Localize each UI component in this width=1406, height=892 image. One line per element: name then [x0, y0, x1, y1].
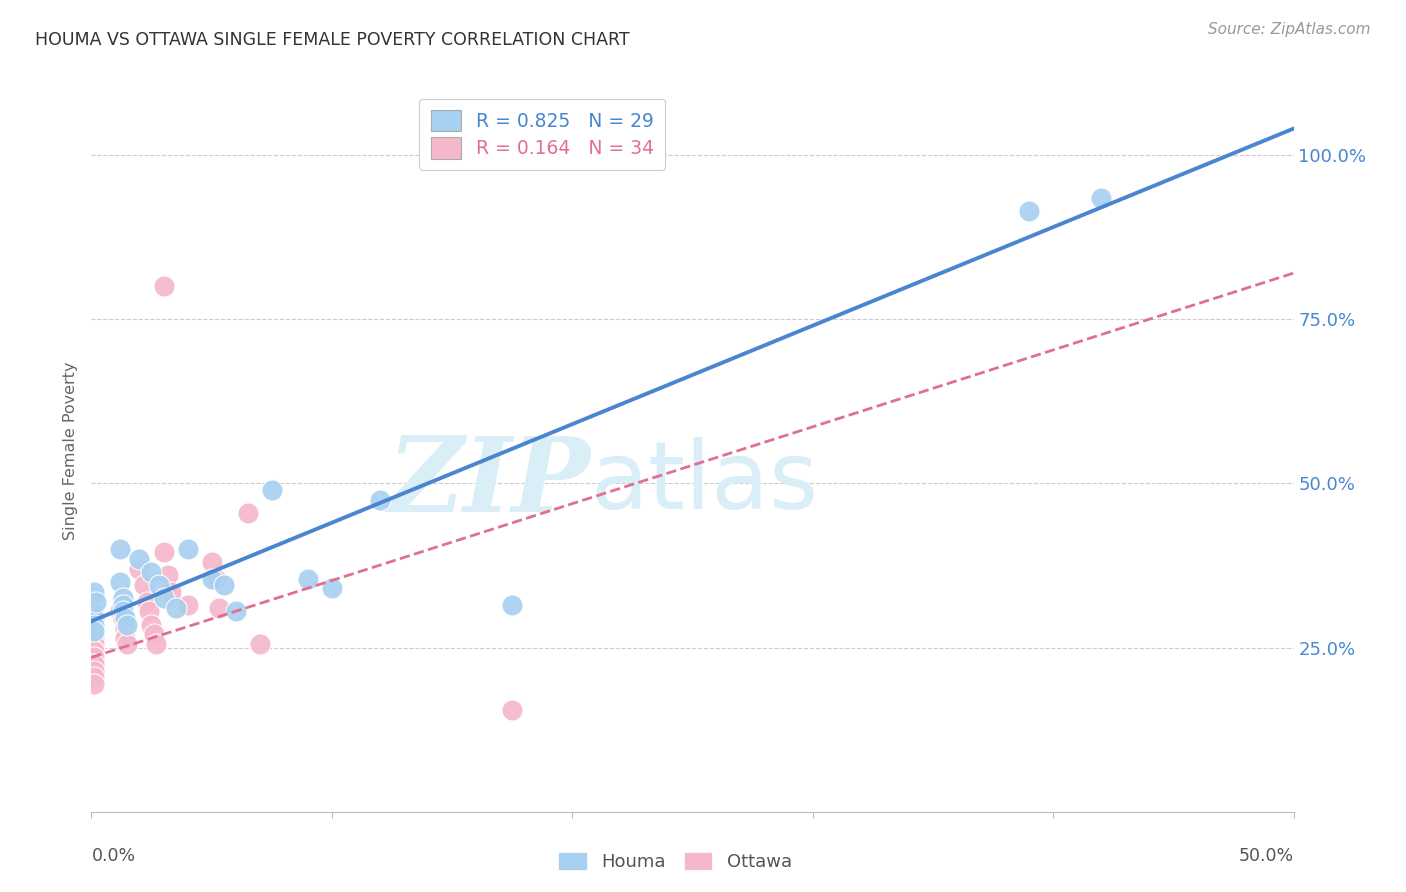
Point [159, 584, 181, 599]
Point [111, 598, 134, 612]
Point [142, 627, 165, 641]
Text: ZIP: ZIP [387, 433, 591, 533]
Point [145, 637, 167, 651]
Point [201, 555, 224, 569]
Point [212, 578, 235, 592]
Point [83, 617, 105, 632]
Point [501, 598, 523, 612]
Point [114, 621, 136, 635]
Point [1090, 191, 1112, 205]
Point [152, 279, 174, 293]
Point [83, 637, 105, 651]
Point [110, 604, 132, 618]
Point [110, 541, 132, 556]
Point [201, 572, 224, 586]
Point [83, 617, 105, 632]
Point [83, 676, 105, 690]
Point [157, 568, 180, 582]
Point [114, 631, 136, 645]
Point [83, 670, 105, 684]
Text: Source: ZipAtlas.com: Source: ZipAtlas.com [1208, 22, 1371, 37]
Point [111, 611, 134, 625]
Point [83, 657, 105, 671]
Point [110, 574, 132, 589]
Point [135, 594, 157, 608]
Point [152, 545, 174, 559]
Point [83, 644, 105, 658]
Text: atlas: atlas [591, 437, 818, 529]
Point [83, 624, 105, 639]
Point [138, 604, 160, 618]
Point [128, 551, 150, 566]
Point [83, 611, 105, 625]
Point [83, 611, 105, 625]
Y-axis label: Single Female Poverty: Single Female Poverty [63, 361, 79, 540]
Point [225, 604, 247, 618]
Point [148, 578, 170, 592]
Point [152, 591, 174, 606]
Point [111, 591, 134, 606]
Point [1018, 203, 1040, 218]
Point [297, 572, 319, 586]
Point [165, 601, 187, 615]
Point [83, 650, 105, 665]
Point [134, 578, 156, 592]
Point [501, 703, 523, 717]
Point [83, 631, 105, 645]
Point [236, 506, 259, 520]
Point [249, 637, 271, 651]
Legend: R = 0.825   N = 29, R = 0.164   N = 34: R = 0.825 N = 29, R = 0.164 N = 34 [419, 99, 665, 170]
Point [114, 611, 136, 625]
Point [111, 604, 134, 618]
Text: HOUMA VS OTTAWA SINGLE FEMALE POVERTY CORRELATION CHART: HOUMA VS OTTAWA SINGLE FEMALE POVERTY CO… [35, 31, 630, 49]
Text: 50.0%: 50.0% [1239, 847, 1294, 865]
Point [117, 617, 139, 632]
Point [83, 607, 105, 622]
Point [117, 637, 139, 651]
Point [141, 617, 163, 632]
Legend: Houma, Ottawa: Houma, Ottawa [551, 845, 799, 879]
Point [141, 565, 163, 579]
Point [83, 664, 105, 678]
Point [205, 572, 228, 586]
Point [84, 594, 107, 608]
Text: 0.0%: 0.0% [91, 847, 135, 865]
Point [321, 582, 343, 596]
Point [208, 601, 231, 615]
Point [368, 492, 391, 507]
Point [83, 624, 105, 639]
Point [176, 598, 198, 612]
Point [83, 584, 105, 599]
Point [176, 541, 198, 556]
Point [260, 483, 283, 497]
Point [128, 562, 150, 576]
